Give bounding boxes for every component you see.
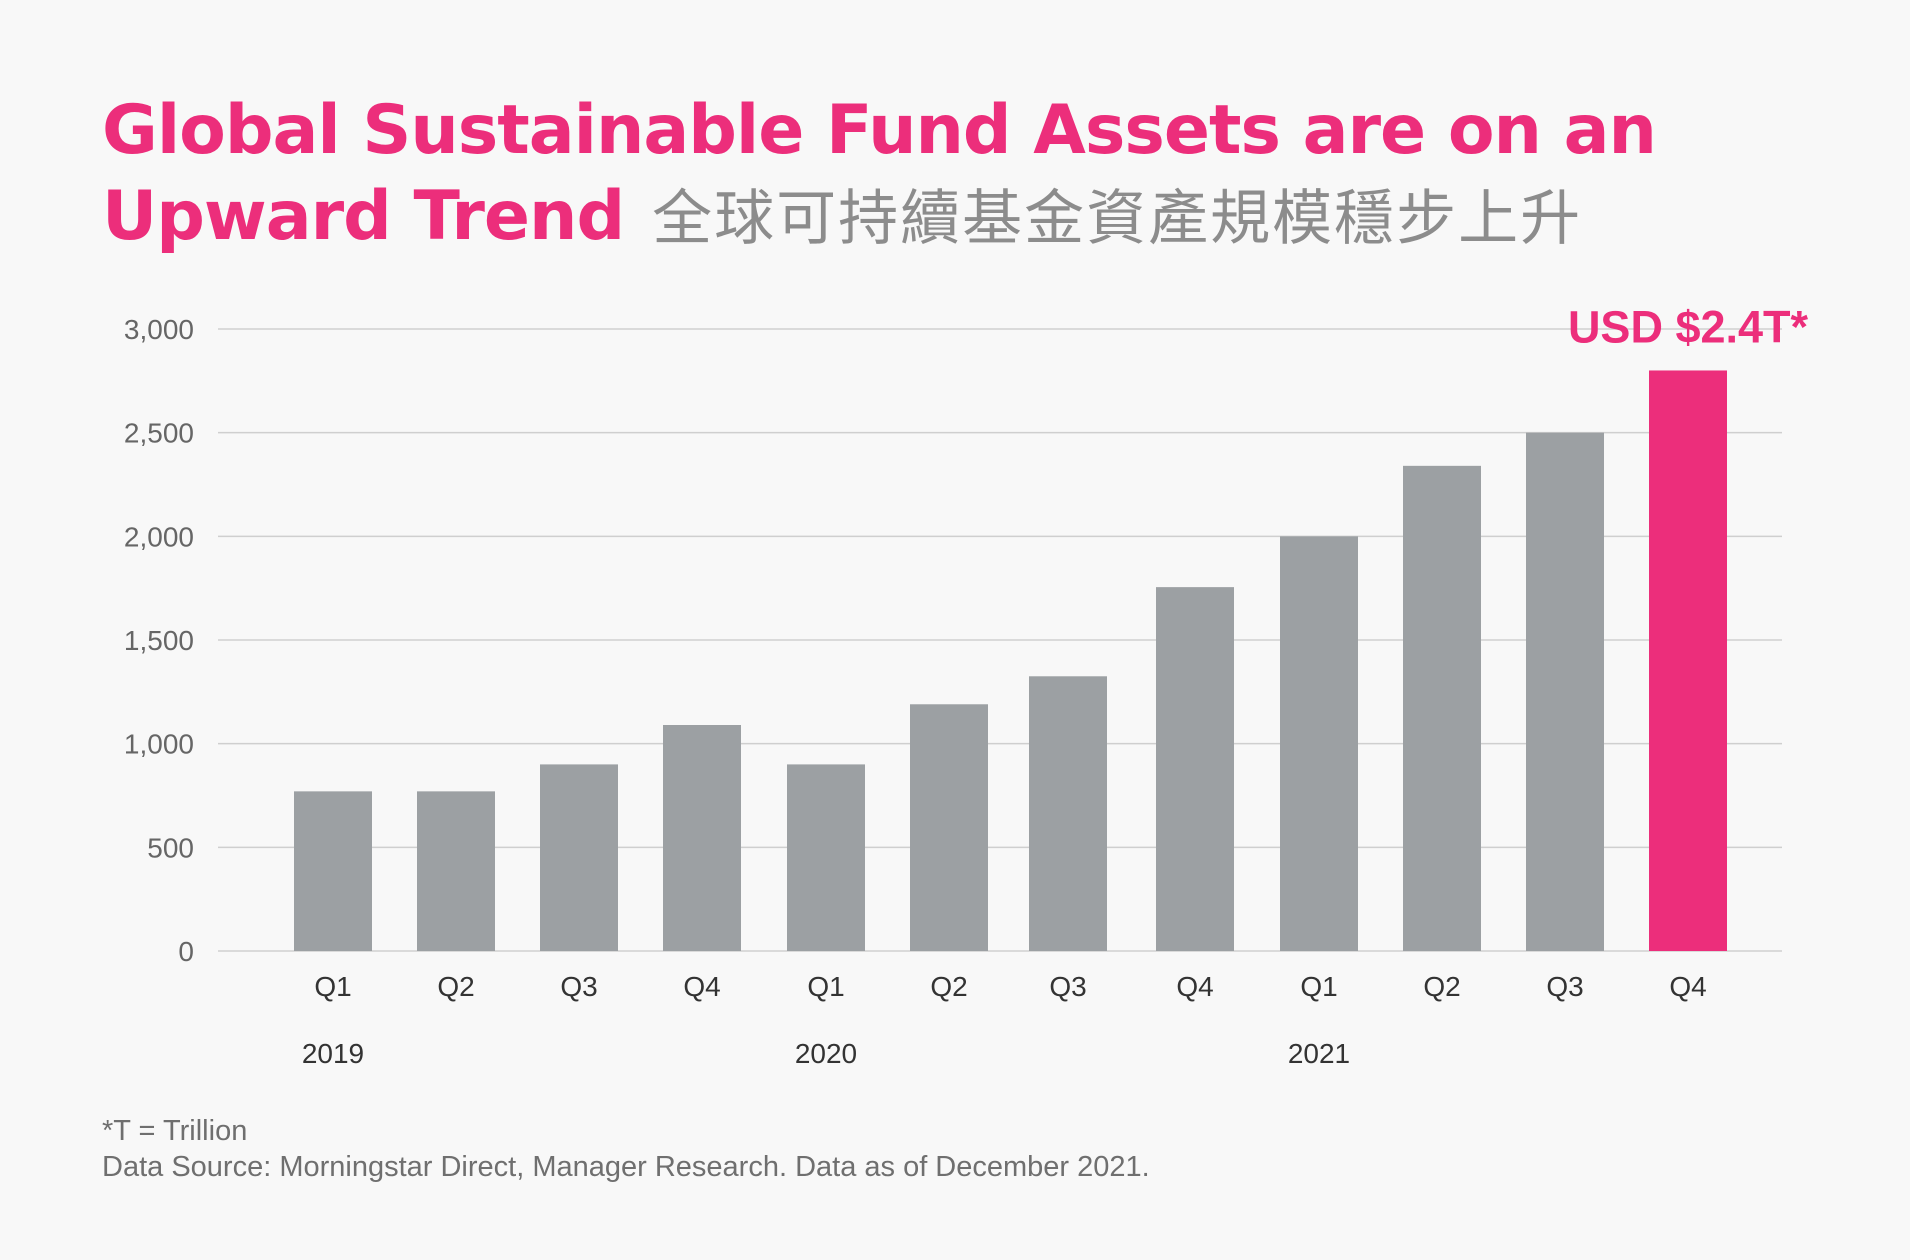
y-axis-tick-labels: 0 500 1,000 1,500 2,000 2,500 3,000 — [124, 314, 194, 967]
year-group-label: 2021 — [1288, 1038, 1350, 1069]
x-tick-label: Q1 — [314, 971, 351, 1002]
bar — [417, 791, 495, 951]
chart-subtitle-chinese: 全球可持續基金資產規模穩步上升 — [652, 184, 1583, 254]
x-tick-label: Q2 — [437, 971, 474, 1002]
x-tick-label: Q1 — [1300, 971, 1337, 1002]
year-group-label: 2020 — [795, 1038, 857, 1069]
x-tick-label: Q3 — [1049, 971, 1086, 1002]
x-tick-label: Q2 — [1423, 971, 1460, 1002]
x-tick-label: Q4 — [683, 971, 720, 1002]
bar — [787, 764, 865, 951]
y-tick-label: 2,500 — [124, 418, 194, 449]
bars — [294, 370, 1727, 952]
chart-title-line-1: Global Sustainable Fund Assets are on an — [102, 91, 1657, 170]
y-tick-label: 2,000 — [124, 521, 194, 552]
x-tick-label: Q4 — [1669, 971, 1706, 1002]
year-group-labels: 2019 2020 2021 — [302, 1038, 1350, 1069]
y-tick-label: 0 — [178, 936, 194, 967]
x-axis-tick-labels: Q1 Q2 Q3 Q4 Q1 Q2 Q3 Q4 Q1 Q2 Q3 Q4 — [314, 971, 1706, 1002]
chart-title-line-2-text: Upward Trend — [102, 177, 625, 256]
footnote: *T = Trillion Data Source: Morningstar D… — [102, 1113, 1150, 1185]
x-tick-label: Q1 — [807, 971, 844, 1002]
y-tick-label: 1,000 — [124, 729, 194, 760]
footnote-definition: *T = Trillion — [102, 1115, 248, 1147]
bar — [663, 725, 741, 951]
y-tick-label: 500 — [147, 832, 194, 863]
y-tick-label: 1,500 — [124, 625, 194, 656]
bar — [910, 704, 988, 951]
bar — [540, 764, 618, 951]
y-tick-label: 3,000 — [124, 314, 194, 345]
bar — [1526, 432, 1604, 952]
bar — [1156, 587, 1234, 951]
x-tick-label: Q3 — [560, 971, 597, 1002]
x-tick-label: Q4 — [1176, 971, 1213, 1002]
year-group-label: 2019 — [302, 1038, 364, 1069]
chart-title-line-2: Upward Trend 全球可持續基金資產規模穩步上升 — [102, 174, 1862, 262]
bar — [1029, 676, 1107, 951]
callout-label: USD $2.4T* — [1568, 301, 1809, 352]
bar — [1280, 536, 1358, 951]
bar-highlight — [1649, 370, 1727, 951]
x-tick-label: Q3 — [1546, 971, 1583, 1002]
bar — [1403, 465, 1481, 951]
title-block: Global Sustainable Fund Assets are on an… — [102, 88, 1862, 262]
x-tick-label: Q2 — [930, 971, 967, 1002]
bar — [294, 791, 372, 951]
footnote-source: Data Source: Morningstar Direct, Manager… — [102, 1151, 1150, 1183]
